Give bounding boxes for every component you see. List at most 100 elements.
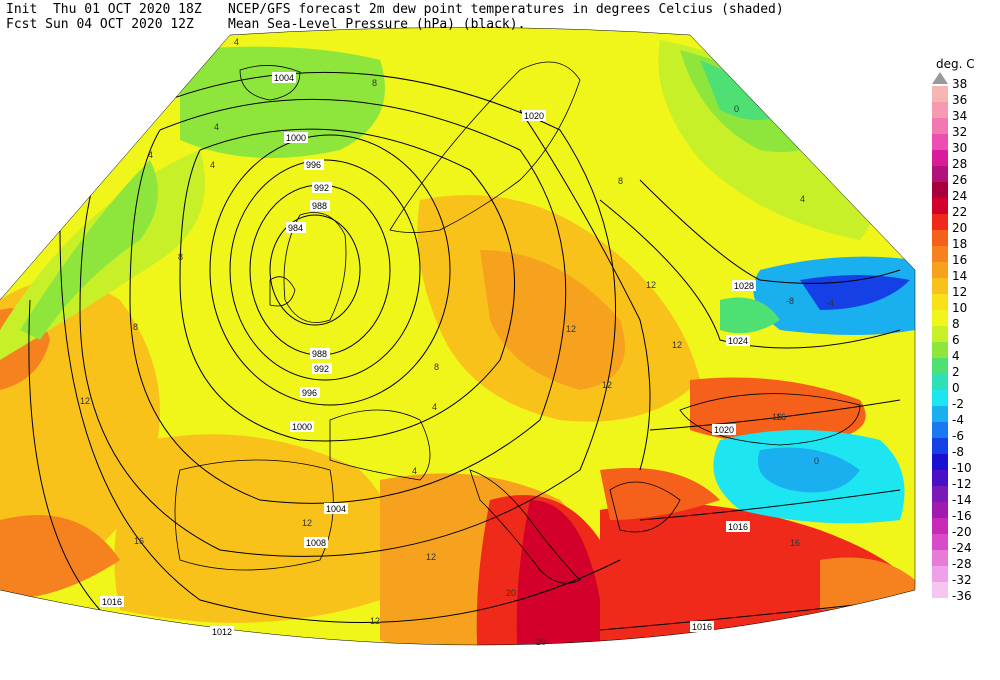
legend-swatch xyxy=(932,422,948,439)
svg-text:1004: 1004 xyxy=(274,73,294,83)
svg-text:1028: 1028 xyxy=(734,281,754,291)
legend-item: -4 xyxy=(930,406,996,427)
dewpoint-label: 12 xyxy=(80,396,90,406)
isobar-label: 1004 xyxy=(324,503,348,514)
legend-unit: deg. C xyxy=(936,57,975,71)
legend-label: 10 xyxy=(952,301,968,315)
legend-item: 4 xyxy=(930,342,996,363)
legend-swatch xyxy=(932,326,948,343)
isobar-label: 996 xyxy=(304,159,324,170)
forecast-time: Fcst Sun 04 OCT 2020 12Z xyxy=(6,17,194,32)
legend-label: 28 xyxy=(952,157,968,171)
svg-text:1008: 1008 xyxy=(306,538,326,548)
iceland-coast xyxy=(239,65,301,101)
legend-swatch xyxy=(932,470,948,487)
legend-label: -20 xyxy=(952,525,972,539)
legend-swatch xyxy=(932,502,948,519)
legend-swatch xyxy=(932,214,948,231)
legend-item: 0 xyxy=(930,374,996,395)
legend-label: 6 xyxy=(952,333,960,347)
dewpoint-label: 12 xyxy=(426,552,436,562)
isobar-label: 1020 xyxy=(712,424,736,435)
legend-label: -28 xyxy=(952,557,972,571)
legend-item: 32 xyxy=(930,118,996,139)
legend-label: -8 xyxy=(952,445,964,459)
legend-swatch xyxy=(932,566,948,583)
italy-coast xyxy=(469,469,581,584)
dewpoint-label: 16 xyxy=(772,412,782,422)
dewpoint-label: 8 xyxy=(434,362,439,372)
iberia-coast xyxy=(174,459,334,571)
central-med-dewpoint-22 xyxy=(516,500,604,645)
legend-item: -10 xyxy=(930,454,996,475)
dewpoint-label: 4 xyxy=(432,402,437,412)
svg-text:1016: 1016 xyxy=(692,622,712,632)
legend-label: -6 xyxy=(952,429,964,443)
dewpoint-label: 8 xyxy=(618,176,623,186)
britain-coast xyxy=(283,212,347,323)
iceland-dewpoint-4 xyxy=(180,46,385,158)
north-atlantic-dewpoint-4 xyxy=(20,160,158,340)
svg-text:1012: 1012 xyxy=(212,627,232,637)
legend-item: 30 xyxy=(930,134,996,155)
svg-text:992: 992 xyxy=(314,183,329,193)
dewpoint-label: 12 xyxy=(646,280,656,290)
legend-swatch xyxy=(932,294,948,311)
legend-label: -14 xyxy=(952,493,972,507)
dewpoint-label: 4 xyxy=(214,122,219,132)
legend-label: -24 xyxy=(952,541,972,555)
svg-text:996: 996 xyxy=(302,388,317,398)
legend-item: 38 xyxy=(930,70,996,91)
dewpoint-label: 16 xyxy=(790,538,800,548)
legend-swatch xyxy=(932,262,948,279)
svg-text:1016: 1016 xyxy=(728,522,748,532)
isobar-label: 988 xyxy=(310,348,330,359)
isobar-label: 984 xyxy=(286,222,306,233)
svg-text:1004: 1004 xyxy=(326,504,346,514)
dewpoint-label: -8 xyxy=(786,296,794,306)
isobar-label: 1004 xyxy=(272,72,296,83)
legend-item: -16 xyxy=(930,502,996,523)
isobar-label: 1012 xyxy=(210,626,234,637)
legend-item: 28 xyxy=(930,150,996,171)
isobar-label: 1016 xyxy=(726,521,750,532)
isobar-992 xyxy=(229,159,421,381)
legend-swatch xyxy=(932,582,948,599)
legend-item: 34 xyxy=(930,102,996,123)
dewpoint-label: 12 xyxy=(602,380,612,390)
legend-label: -10 xyxy=(952,461,972,475)
isobar-1008 xyxy=(79,71,617,557)
legend-label: 36 xyxy=(952,93,968,107)
header-init-fcst: Init Thu 01 OCT 2020 18Z Fcst Sun 04 OCT … xyxy=(6,2,202,32)
legend-label: -2 xyxy=(952,397,964,411)
legend-label: 2 xyxy=(952,365,960,379)
legend-item: 8 xyxy=(930,310,996,331)
legend-item: -6 xyxy=(930,422,996,443)
ireland-coast xyxy=(269,276,296,307)
atlantic-south-dewpoint-16 xyxy=(0,515,120,600)
legend-label: 24 xyxy=(952,189,968,203)
isobar-label: 996 xyxy=(300,387,320,398)
legend-item: 6 xyxy=(930,326,996,347)
isobar-label: 1008 xyxy=(304,537,328,548)
dewpoint-label: 16 xyxy=(776,412,786,422)
isobar-1028 xyxy=(639,179,901,284)
isobar-1024 xyxy=(599,199,901,349)
dewpoint-label: 12 xyxy=(566,324,576,334)
legend-label: -32 xyxy=(952,573,972,587)
isobar-1000 xyxy=(179,128,515,442)
legend-label: 14 xyxy=(952,269,968,283)
scandinavia-coast xyxy=(389,61,581,233)
init-time: Init Thu 01 OCT 2020 18Z xyxy=(6,2,202,17)
legend-swatch xyxy=(932,118,948,135)
caspian-dewpoint-2 xyxy=(720,297,780,334)
legend-swatch xyxy=(932,86,948,103)
title-line-2: Mean Sea-Level Pressure (hPa) (black). xyxy=(228,17,526,32)
legend-item: 12 xyxy=(930,278,996,299)
svg-text:1000: 1000 xyxy=(286,133,306,143)
map-frame xyxy=(0,27,916,646)
dewpoint-label: 8 xyxy=(178,252,183,262)
legend-item: 26 xyxy=(930,166,996,187)
legend-item: 18 xyxy=(930,230,996,251)
legend-label: -12 xyxy=(952,477,972,491)
